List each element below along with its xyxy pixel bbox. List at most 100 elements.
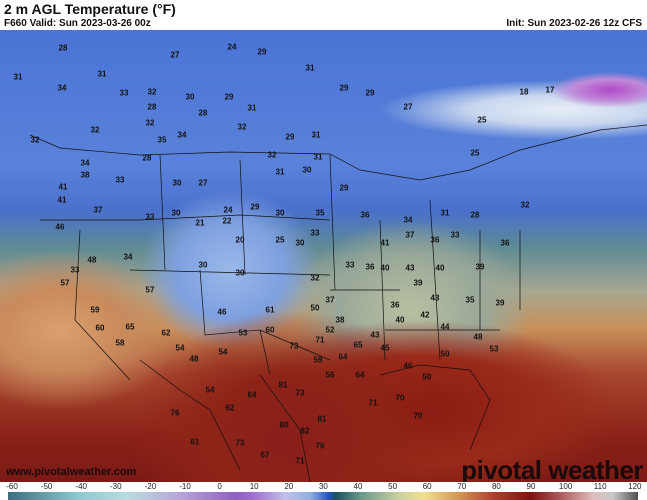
temperature-label: 32	[237, 122, 247, 132]
colorbar-tick-label: 100	[558, 482, 573, 491]
temperature-label: 35	[157, 135, 167, 145]
temperature-label: 36	[365, 262, 375, 272]
temperature-label: 39	[495, 298, 505, 308]
state-borders	[29, 124, 647, 482]
temperature-label: 31	[311, 130, 321, 140]
temperature-label: 18	[519, 87, 529, 97]
temperature-label: 76	[170, 408, 180, 418]
temperature-label: 29	[250, 202, 260, 212]
colorbar-tick-label: 120	[628, 482, 642, 491]
temperature-label: 31	[97, 69, 107, 79]
temperature-label: 17	[545, 85, 555, 95]
temperature-label: 60	[265, 325, 275, 335]
temperature-label: 64	[247, 390, 257, 400]
colorbar-tick-label: -60	[6, 482, 18, 491]
colorbar-tick-label: 40	[353, 482, 363, 491]
temperature-label: 27	[198, 178, 208, 188]
temperature-label: 30	[235, 268, 245, 278]
temperature-label: 57	[145, 285, 155, 295]
temperature-label: 61	[190, 437, 200, 447]
temperature-label: 73	[295, 388, 305, 398]
temperature-label: 54	[218, 347, 228, 357]
temperature-label: 81	[317, 414, 327, 424]
temperature-label: 31	[13, 72, 23, 82]
temperature-label: 44	[440, 322, 450, 332]
temperature-label: 25	[477, 115, 487, 125]
temperature-label: 29	[285, 132, 295, 142]
temperature-label: 46	[217, 307, 227, 317]
temperature-label: 32	[90, 125, 100, 135]
temperature-label: 38	[80, 170, 90, 180]
temperature-label: 28	[142, 153, 152, 163]
temperature-label: 35	[465, 295, 475, 305]
colorbar-tick-label: 20	[284, 482, 294, 491]
temperature-label: 43	[405, 263, 415, 273]
temperature-label: 30	[198, 260, 208, 270]
temperature-label: 46	[55, 222, 65, 232]
temperature-label: 30	[171, 208, 181, 218]
temperature-label: 39	[475, 262, 485, 272]
colorbar-ticks: -60 -50 -40 -30 -20 -10 0 10 20 30 40 50 60 70 80 90 100…	[0, 482, 647, 492]
temperature-label: 27	[170, 50, 180, 60]
temperature-label: 31	[275, 167, 285, 177]
temperature-label: 36	[500, 238, 510, 248]
temperature-label: 29	[365, 88, 375, 98]
temperature-label: 33	[345, 260, 355, 270]
colorbar-tick-label: 0	[217, 482, 222, 491]
colorbar-tick-label: 10	[249, 482, 259, 491]
colorbar-tick-label: 30	[318, 482, 328, 491]
temperature-label: 32	[145, 118, 155, 128]
temperature-label: 36	[390, 300, 400, 310]
temperature-label: 29	[339, 183, 349, 193]
temperature-label: 52	[325, 325, 335, 335]
temperature-label: 34	[80, 158, 90, 168]
temperature-label: 22	[222, 216, 232, 226]
temperature-label: 43	[430, 293, 440, 303]
temperature-label: 21	[195, 218, 205, 228]
temperature-label: 42	[420, 310, 430, 320]
temperature-label: 73	[289, 341, 299, 351]
temperature-label: 27	[403, 102, 413, 112]
brand-logo: pivotal weather	[461, 455, 643, 482]
temperature-label: 34	[403, 215, 413, 225]
temperature-label: 71	[295, 456, 305, 466]
temperature-label: 33	[450, 230, 460, 240]
colorbar-tick-label: 110	[593, 482, 607, 491]
temperature-label: 31	[440, 208, 450, 218]
site-url[interactable]: www.pivotalweather.com	[6, 466, 137, 478]
temperature-label: 33	[310, 228, 320, 238]
colorbar-tick-label: -20	[144, 482, 157, 491]
temperature-label: 36	[360, 210, 370, 220]
temperature-label: 48	[473, 332, 483, 342]
temperature-label: 30	[295, 238, 305, 248]
temperature-label: 53	[489, 344, 499, 354]
colorbar-tick-label: 90	[526, 482, 536, 491]
temperature-label: 38	[335, 315, 345, 325]
temperature-label: 30	[302, 165, 312, 175]
temperature-label: 60	[95, 323, 105, 333]
temperature-label: 50	[440, 349, 450, 359]
temperature-label: 34	[177, 130, 187, 140]
temperature-label: 32	[30, 135, 40, 145]
temperature-label: 54	[175, 343, 185, 353]
temperature-label: 25	[470, 148, 480, 158]
colorbar-tick-label: -30	[110, 482, 122, 491]
colorbar	[8, 492, 638, 500]
temperature-label: 37	[325, 295, 335, 305]
temperature-label: 34	[57, 83, 67, 93]
temperature-map[interactable]: 28 27 24 31 31 30 29 31 34 33 32 28 28 29 31 29 18 17 32 32…	[0, 30, 647, 482]
temperature-label: 32	[147, 87, 157, 97]
temperature-label: 30	[275, 208, 285, 218]
temperature-label: 71	[368, 398, 378, 408]
temperature-label: 41	[57, 195, 67, 205]
colorbar-tick-label: 60	[422, 482, 432, 491]
temperature-label: 33	[145, 212, 155, 222]
temperature-label: 70	[395, 393, 405, 403]
temperature-label: 40	[380, 263, 390, 273]
map-title: 2 m AGL Temperature (°F)	[4, 1, 176, 17]
temperature-label: 50	[310, 303, 320, 313]
temperature-label: 32	[267, 150, 277, 160]
temperature-label: 39	[413, 278, 423, 288]
temperature-label: 32	[520, 200, 530, 210]
temperature-label: 41	[58, 182, 68, 192]
